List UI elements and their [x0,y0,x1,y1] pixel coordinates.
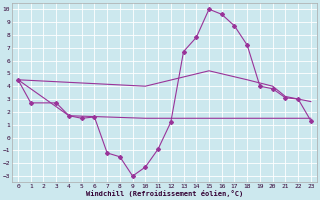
X-axis label: Windchill (Refroidissement éolien,°C): Windchill (Refroidissement éolien,°C) [86,190,243,197]
